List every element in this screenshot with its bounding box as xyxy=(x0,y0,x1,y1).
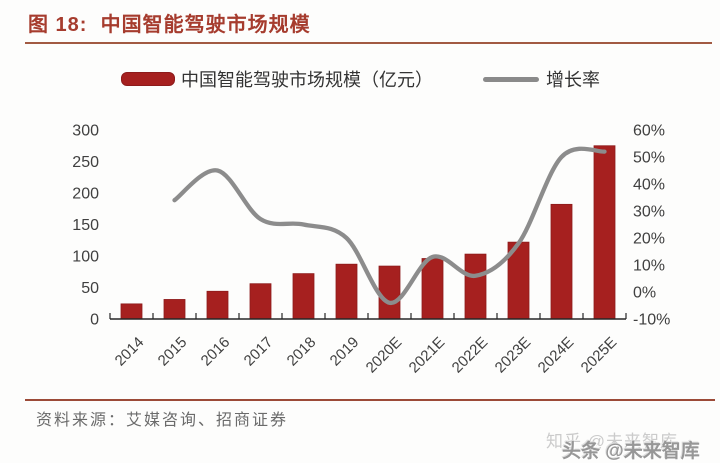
growth-rate-line xyxy=(172,146,607,305)
bar-2014 xyxy=(120,303,143,320)
line-series-label: 增长率 xyxy=(546,70,600,90)
y-left-tick-label: 250 xyxy=(72,154,99,171)
source-note: 资料来源：艾媒咨询、招商证券 xyxy=(36,412,289,429)
y-right-tick-label: 40% xyxy=(633,177,665,194)
bar-series-swatch xyxy=(121,72,175,86)
y-right-tick-label: 0% xyxy=(633,285,656,302)
x-axis-label: 2018 xyxy=(284,334,320,370)
legend-item-market-size: 中国智能驾驶市场规模（亿元） xyxy=(121,66,433,92)
x-axis-label: 2023E xyxy=(492,334,535,377)
y-right-tick-label: 20% xyxy=(633,231,665,248)
x-axis-label: 2025E xyxy=(578,334,621,377)
x-axis-label: 2022E xyxy=(449,334,492,377)
footer-rule xyxy=(25,399,715,401)
watermark-toutiao: 头条 @未来智库 xyxy=(562,441,700,462)
x-axis-label: 2015 xyxy=(155,334,191,370)
bar-2022E xyxy=(464,253,487,320)
y-right-tick-label: -10% xyxy=(633,312,670,329)
watermark-zhihu: 知乎 @未来智库 xyxy=(546,432,678,451)
y-left-tick-label: 300 xyxy=(72,123,99,140)
x-axis-label: 2016 xyxy=(198,334,234,370)
bar-series-label: 中国智能驾驶市场规模（亿元） xyxy=(181,70,433,90)
title-underline xyxy=(25,42,712,44)
y-left-tick-label: 150 xyxy=(72,217,99,234)
bar-2021E xyxy=(421,258,444,320)
x-axis-label: 2014 xyxy=(112,334,148,370)
y-right-tick-label: 60% xyxy=(633,123,665,140)
y-left-tick-label: 200 xyxy=(72,186,99,203)
line-series-swatch xyxy=(483,76,539,82)
bar-2016 xyxy=(206,290,229,320)
y-left-tick-label: 0 xyxy=(90,312,99,329)
x-axis-label: 2024E xyxy=(535,334,578,377)
figure-title: 图 18: 中国智能驾驶市场规模 xyxy=(28,14,311,36)
y-right-tick-label: 50% xyxy=(633,150,665,167)
bar-2020E xyxy=(378,265,401,320)
y-left-tick-label: 50 xyxy=(81,280,99,297)
y-right-tick-label: 30% xyxy=(633,204,665,221)
bar-2015 xyxy=(163,299,186,320)
x-axis-label: 2021E xyxy=(406,334,449,377)
x-axis-label: 2019 xyxy=(327,334,363,370)
bar-2019 xyxy=(335,263,358,320)
bar-2018 xyxy=(292,273,315,320)
y-left-tick-label: 100 xyxy=(72,249,99,266)
x-axis-label: 2020E xyxy=(363,334,406,377)
bar-2025E xyxy=(593,145,616,320)
x-axis-label: 2017 xyxy=(241,334,277,370)
chart-legend: 中国智能驾驶市场规模（亿元） 增长率 xyxy=(121,66,681,92)
bar-2017 xyxy=(249,283,272,320)
legend-item-growth-rate: 增长率 xyxy=(483,66,600,92)
bar-2024E xyxy=(550,203,573,320)
y-right-tick-label: 10% xyxy=(633,258,665,275)
